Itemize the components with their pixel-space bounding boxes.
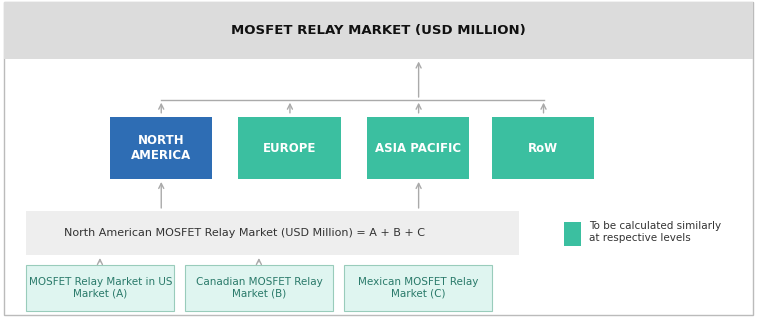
FancyBboxPatch shape: [367, 117, 469, 179]
Text: North American MOSFET Relay Market (USD Million) = A + B + C: North American MOSFET Relay Market (USD …: [64, 228, 425, 238]
Text: MOSFET RELAY MARKET (USD MILLION): MOSFET RELAY MARKET (USD MILLION): [231, 23, 526, 37]
Text: EUROPE: EUROPE: [263, 142, 316, 155]
FancyBboxPatch shape: [492, 117, 594, 179]
Text: RoW: RoW: [528, 142, 558, 155]
Text: Mexican MOSFET Relay
Market (C): Mexican MOSFET Relay Market (C): [358, 277, 478, 299]
Text: MOSFET Relay Market in US
Market (A): MOSFET Relay Market in US Market (A): [29, 277, 172, 299]
FancyBboxPatch shape: [26, 211, 519, 255]
FancyBboxPatch shape: [4, 2, 753, 59]
FancyBboxPatch shape: [26, 265, 174, 311]
FancyBboxPatch shape: [110, 117, 212, 179]
FancyBboxPatch shape: [344, 265, 492, 311]
FancyBboxPatch shape: [238, 117, 341, 179]
FancyBboxPatch shape: [564, 222, 581, 246]
Text: To be calculated similarly
at respective levels: To be calculated similarly at respective…: [589, 221, 721, 243]
Text: NORTH
AMERICA: NORTH AMERICA: [131, 134, 191, 162]
Text: ASIA PACIFIC: ASIA PACIFIC: [375, 142, 461, 155]
Text: Canadian MOSFET Relay
Market (B): Canadian MOSFET Relay Market (B): [196, 277, 322, 299]
FancyBboxPatch shape: [185, 265, 333, 311]
